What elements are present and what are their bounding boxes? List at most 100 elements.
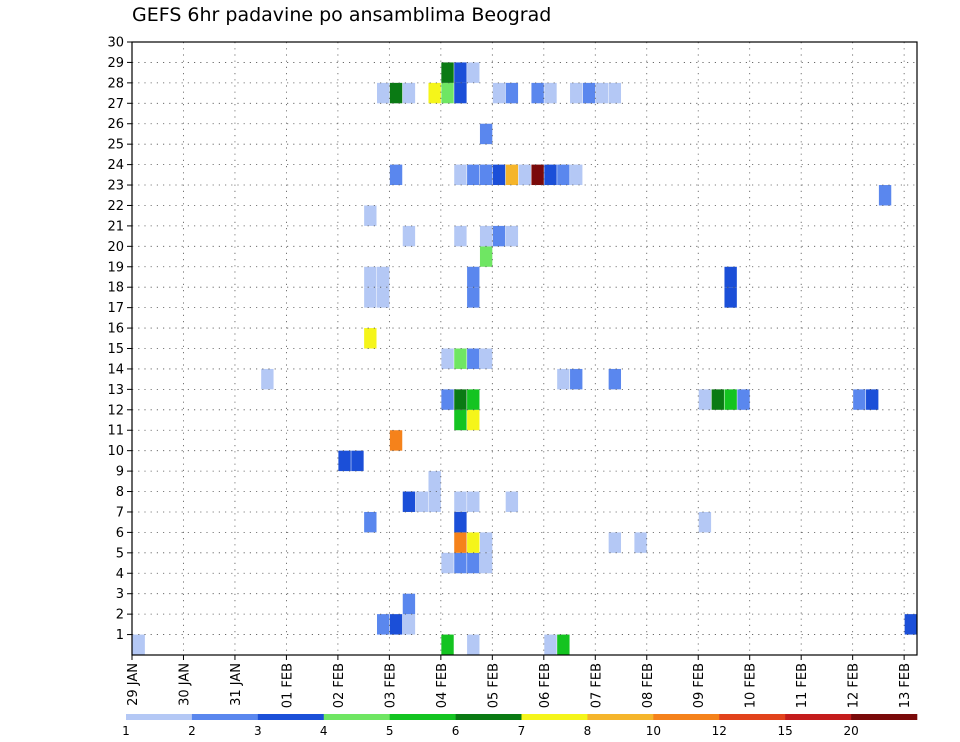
- y-tick-label: 21: [107, 219, 124, 234]
- data-cell: [261, 368, 274, 390]
- data-cell: [377, 287, 390, 308]
- data-cell: [428, 471, 441, 492]
- x-tick-label: 06 FEB: [538, 663, 553, 708]
- data-cell: [441, 634, 454, 655]
- data-cell: [479, 164, 493, 186]
- y-tick-label: 13: [107, 383, 124, 398]
- legend-swatch: [785, 714, 852, 720]
- chart-title: GEFS 6hr padavine po ansamblima Beograd: [132, 4, 552, 26]
- data-cell: [454, 552, 467, 574]
- y-tick-label: 29: [107, 56, 124, 71]
- y-tick-label: 20: [107, 240, 124, 255]
- data-cell: [428, 491, 441, 512]
- legend-swatch: [521, 714, 588, 720]
- data-cell: [505, 82, 519, 104]
- legend-swatch: [323, 714, 390, 720]
- data-cell: [544, 634, 557, 655]
- data-cell: [479, 225, 493, 247]
- legend-swatch: [719, 714, 786, 720]
- legend-label: 12: [712, 724, 727, 738]
- data-cell: [364, 205, 377, 226]
- x-tick-label: 10 FEB: [744, 663, 759, 708]
- data-cell: [505, 491, 519, 512]
- color-legend: 1 2 3 4 5 6 7 8 10 12 15 20: [122, 714, 918, 738]
- y-tick-label: 9: [116, 465, 124, 480]
- data-cell: [467, 532, 480, 553]
- y-tick-label: 27: [107, 97, 124, 112]
- data-cell: [557, 634, 570, 655]
- data-cell: [402, 491, 416, 512]
- y-tick-label: 7: [116, 505, 124, 520]
- x-tick-label: 11 FEB: [795, 663, 810, 708]
- plot-frame: [131, 41, 918, 656]
- legend-swatch: [191, 714, 259, 720]
- x-tick-label: 13 FEB: [898, 663, 913, 708]
- data-cell: [377, 266, 390, 288]
- data-cell: [608, 532, 622, 553]
- y-tick-label: 8: [116, 485, 124, 500]
- grid-layer: [132, 42, 917, 655]
- legend-label: 10: [646, 724, 661, 738]
- data-cell: [479, 348, 493, 369]
- data-cell: [415, 491, 428, 512]
- x-tick-label: 30 JAN: [177, 663, 192, 706]
- data-cell: [531, 164, 544, 186]
- data-cell: [479, 552, 493, 574]
- x-tick-label: 12 FEB: [847, 663, 862, 708]
- y-tick-label: 11: [107, 424, 124, 439]
- data-cell: [441, 552, 454, 574]
- y-tick-label: 18: [107, 281, 124, 296]
- data-cell: [428, 82, 441, 104]
- x-tick-label: 08 FEB: [641, 663, 656, 708]
- y-tick-label: 4: [116, 567, 124, 582]
- data-cell: [634, 532, 647, 553]
- data-cell: [904, 614, 917, 635]
- data-cell: [441, 389, 454, 410]
- data-cell: [454, 491, 467, 512]
- x-tick-label: 07 FEB: [589, 663, 604, 708]
- data-cell: [878, 185, 892, 206]
- data-cell: [454, 164, 467, 186]
- data-cell: [724, 389, 737, 410]
- data-cell: [492, 82, 506, 104]
- data-cell: [467, 389, 480, 410]
- data-cell: [531, 82, 544, 104]
- legend-label: 5: [386, 724, 394, 738]
- data-cell: [698, 511, 712, 533]
- data-cell: [467, 164, 480, 186]
- data-cell: [454, 409, 467, 431]
- data-cell: [364, 266, 377, 288]
- y-tick-label: 22: [107, 199, 124, 214]
- data-cell: [479, 123, 493, 145]
- data-cell: [132, 634, 145, 655]
- y-tick-label: 15: [107, 342, 124, 357]
- y-tick-label: 16: [107, 322, 124, 337]
- data-cell: [467, 266, 480, 288]
- y-tick-label: 5: [116, 546, 124, 561]
- legend-label: 1: [122, 724, 130, 738]
- data-cell: [389, 430, 403, 451]
- data-cell: [608, 368, 622, 390]
- legend-label: 6: [452, 724, 460, 738]
- data-cell: [402, 593, 416, 615]
- data-cell: [737, 389, 750, 410]
- data-cell: [454, 532, 467, 553]
- legend-swatch: [851, 714, 918, 720]
- data-cell: [377, 614, 390, 635]
- data-cell: [402, 614, 416, 635]
- data-cell: [364, 287, 377, 308]
- x-axis: 29 JAN 30 JAN 31 JAN 01 FEB 02 FEB 03 FEB 04 F…: [126, 655, 913, 708]
- y-tick-label: 30: [107, 36, 124, 51]
- y-tick-label: 2: [116, 608, 124, 623]
- data-cell: [492, 225, 506, 247]
- data-cell: [454, 225, 467, 247]
- data-cell: [479, 246, 493, 267]
- data-cell: [364, 328, 377, 349]
- y-tick-label: 28: [107, 76, 124, 91]
- data-cell: [505, 225, 519, 247]
- data-cell: [711, 389, 724, 410]
- legend-swatch: [126, 714, 193, 720]
- data-cell: [853, 389, 866, 410]
- y-tick-label: 10: [107, 444, 124, 459]
- data-cell: [467, 634, 480, 655]
